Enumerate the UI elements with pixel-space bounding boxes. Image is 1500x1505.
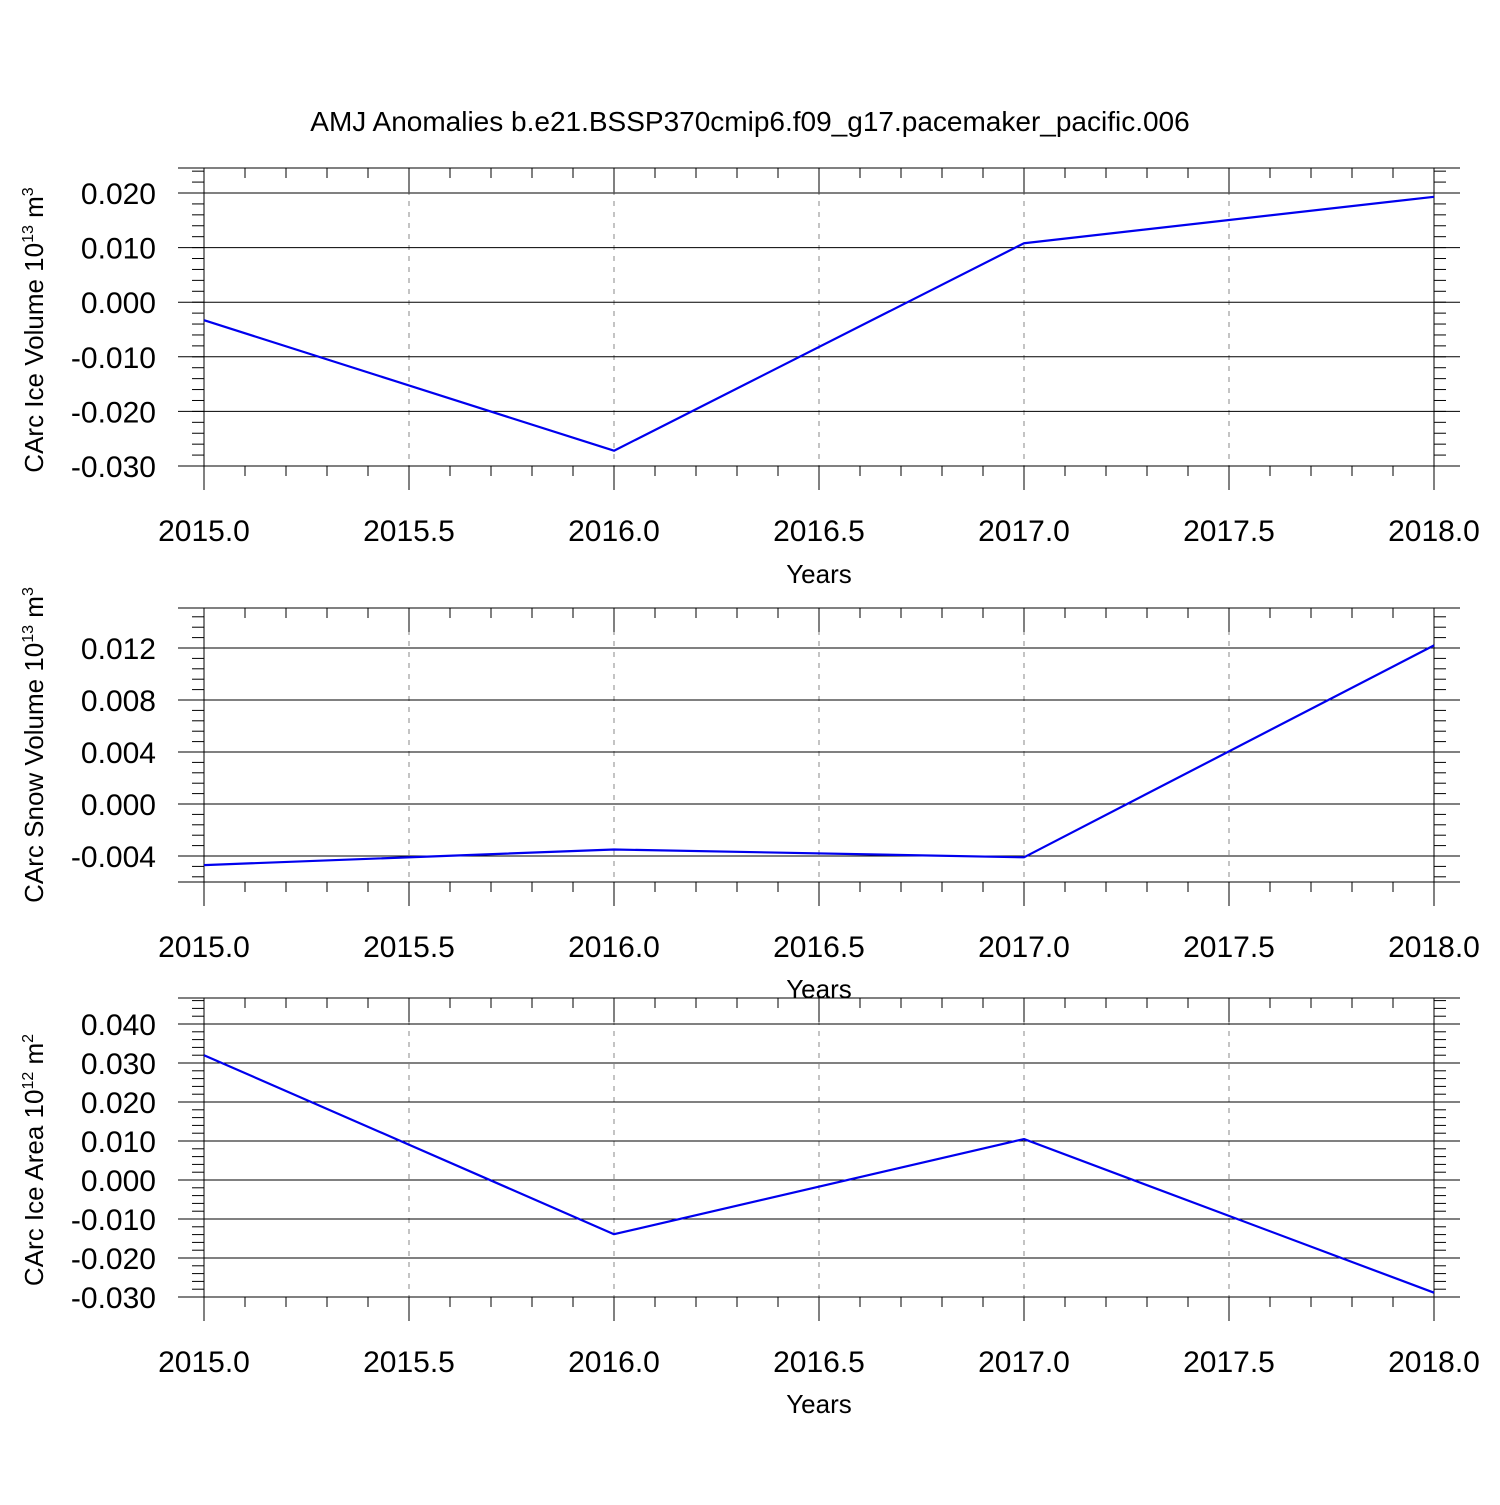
x-tick-label: 2017.0 [978, 515, 1070, 548]
x-tick-label: 2016.5 [773, 931, 865, 964]
y-tick-label: 0.020 [81, 1087, 156, 1120]
x-tick-label: 2016.5 [773, 515, 865, 548]
chart-title: AMJ Anomalies b.e21.BSSP370cmip6.f09_g17… [310, 106, 1189, 137]
x-tick-label: 2015.5 [363, 931, 455, 964]
y-axis-label: CArc Ice Volume 1013 m3 [19, 187, 49, 472]
x-tick-label: 2016.0 [568, 1346, 660, 1379]
y-tick-label: 0.020 [81, 178, 156, 211]
x-tick-label: 2017.0 [978, 1346, 1070, 1379]
x-tick-label: 2018.0 [1388, 515, 1480, 548]
y-tick-label: -0.010 [71, 1204, 156, 1237]
x-tick-label: 2018.0 [1388, 1346, 1480, 1379]
y-tick-label: 0.000 [81, 287, 156, 320]
y-tick-label: -0.010 [71, 342, 156, 375]
y-tick-label: 0.040 [81, 1009, 156, 1042]
y-axis-label: CArc Ice Area 1012 m2 [19, 1034, 49, 1286]
panel-2: 2015.0 2015.5 2016.0 2016.5 2017.0 2017.5 2018… [19, 587, 1480, 1004]
y-tick-label: 0.010 [81, 233, 156, 266]
x-tick-label: 2015.5 [363, 1346, 455, 1379]
x-axis-label: Years [786, 1389, 852, 1419]
x-tick-label: 2015.0 [158, 931, 250, 964]
y-tick-label: -0.004 [71, 841, 156, 874]
x-tick-label: 2017.0 [978, 931, 1070, 964]
x-tick-label: 2017.5 [1183, 1346, 1275, 1379]
x-tick-label: 2016.5 [773, 1346, 865, 1379]
x-tick-label: 2015.0 [158, 1346, 250, 1379]
x-tick-label: 2017.5 [1183, 931, 1275, 964]
y-tick-label: 0.000 [81, 789, 156, 822]
x-tick-label: 2015.5 [363, 515, 455, 548]
panel-3: 2015.0 2015.5 2016.0 2016.5 2017.0 2017.5 2018… [19, 998, 1480, 1419]
x-axis-label: Years [786, 559, 852, 589]
y-tick-label: 0.030 [81, 1048, 156, 1081]
y-tick-label: -0.020 [71, 396, 156, 429]
x-tick-label: 2017.5 [1183, 515, 1275, 548]
panel-1: 2015.0 2015.5 2016.0 2016.5 2017.0 2017.5 2018… [19, 168, 1480, 589]
y-tick-label: -0.030 [71, 451, 156, 484]
y-tick-label: 0.000 [81, 1165, 156, 1198]
y-tick-label: 0.012 [81, 633, 156, 666]
y-tick-label: 0.008 [81, 685, 156, 718]
y-tick-label: -0.020 [71, 1243, 156, 1276]
y-tick-label: 0.010 [81, 1126, 156, 1159]
x-tick-label: 2018.0 [1388, 931, 1480, 964]
x-tick-label: 2016.0 [568, 931, 660, 964]
y-tick-label: 0.004 [81, 737, 156, 770]
y-tick-label: -0.030 [71, 1282, 156, 1315]
x-tick-label: 2016.0 [568, 515, 660, 548]
y-axis-label: CArc Snow Volume 1013 m3 [19, 587, 49, 903]
x-tick-label: 2015.0 [158, 515, 250, 548]
